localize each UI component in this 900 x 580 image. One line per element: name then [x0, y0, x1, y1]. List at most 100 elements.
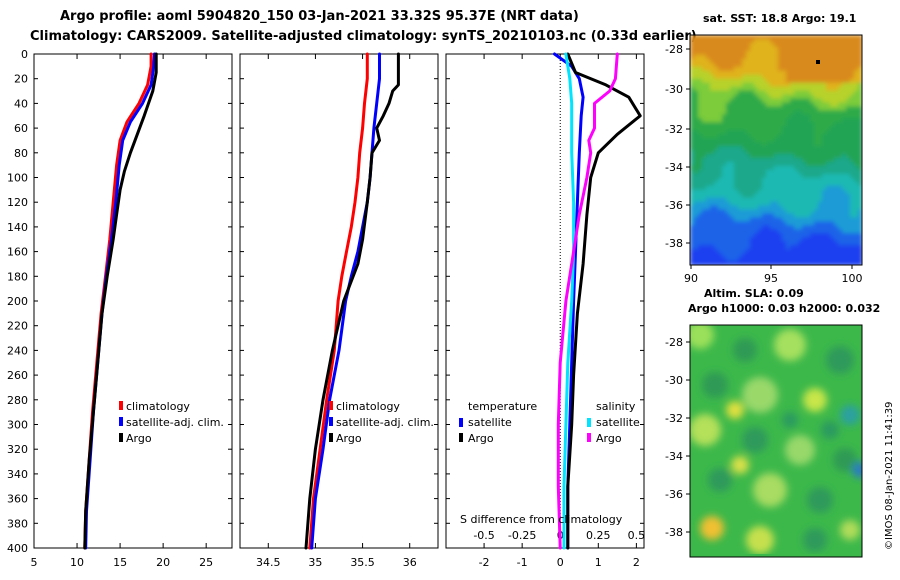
sst-lat-label: -36 — [665, 199, 683, 212]
sst-map-image — [690, 35, 862, 265]
legend-label-argo: Argo — [126, 432, 152, 445]
s-tick-label: -0.5 — [473, 529, 494, 542]
legend-swatch-temp-satellite — [459, 418, 463, 427]
sla-map-image — [690, 325, 862, 557]
depth-tick-label: 220 — [7, 320, 28, 333]
sla-lat-label: -38 — [665, 526, 683, 539]
x-tick-label: 0 — [557, 556, 564, 569]
sst-lon-label: 95 — [764, 272, 778, 285]
depth-tick-label: 260 — [7, 369, 28, 382]
sla-map-frame — [689, 324, 863, 558]
legend-label-climatology: climatology — [126, 400, 190, 413]
s-tick-label: 0.5 — [628, 529, 646, 542]
depth-tick-label: 340 — [7, 468, 28, 481]
legend-swatch-satellite-adj — [329, 417, 333, 426]
sst-map-title: sat. SST: 18.8 Argo: 19.1 — [703, 12, 856, 25]
legend-label-argo: Argo — [336, 432, 362, 445]
x-tick-label: 35 — [308, 556, 322, 569]
x-tick-label: 5 — [31, 556, 38, 569]
depth-tick-label: 360 — [7, 493, 28, 506]
depth-tick-label: 300 — [7, 419, 28, 432]
x-tick-label: 35.5 — [350, 556, 375, 569]
depth-tick-label: 140 — [7, 221, 28, 234]
depth-tick-label: 60 — [14, 122, 28, 135]
series-line-salinity-argo — [556, 52, 619, 550]
depth-tick-label: 20 — [14, 73, 28, 86]
depth-tick-label: 0 — [21, 48, 28, 61]
title-line-2: Climatology: CARS2009. Satellite-adjuste… — [30, 29, 697, 44]
legend-swatch-climatology — [119, 401, 123, 410]
series-line-climatology — [308, 52, 369, 550]
legend-label-temp-satellite: satellite — [468, 416, 512, 429]
legend-swatch-temp-argo — [459, 433, 463, 442]
sla-map-title-1: Altim. SLA: 0.09 — [704, 287, 804, 300]
depth-tick-label: 160 — [7, 246, 28, 259]
difference-panel: -2 -1 0 1 2-0.5 -0.25 0 0.25 0.5 — [446, 52, 646, 569]
series-line-satellite-adj-clim- — [310, 52, 381, 550]
sst-lat-label: -30 — [665, 83, 683, 96]
depth-axis-labels: 0 20 40 60 80 100 120 140 160 180 200 220 240 260 280 3… — [7, 48, 28, 555]
x-tick-label: 34.5 — [256, 556, 281, 569]
sla-lat-label: -28 — [665, 336, 683, 349]
sst-lat-axis: -28 -30 -32 -34 -36 -38 — [665, 43, 690, 250]
series-line-argo — [304, 52, 400, 550]
depth-tick-label: 80 — [14, 147, 28, 160]
sla-lat-label: -36 — [665, 488, 683, 501]
depth-tick-label: 400 — [7, 542, 28, 555]
depth-tick-label: 180 — [7, 270, 28, 283]
legend-swatch-sal-argo — [587, 433, 591, 442]
x-tick-label: 20 — [156, 556, 170, 569]
s-difference-axis-label: S difference from climatology — [460, 513, 623, 526]
argo-float-marker — [816, 60, 820, 64]
series-line-argo — [83, 52, 158, 550]
x-tick-label: 1 — [595, 556, 602, 569]
sst-lat-label: -28 — [665, 43, 683, 56]
depth-tick-label: 280 — [7, 394, 28, 407]
depth-tick-label: 40 — [14, 97, 28, 110]
s-tick-label: 0.25 — [586, 529, 611, 542]
sst-lon-label: 90 — [684, 272, 698, 285]
legend-swatch-argo — [329, 433, 333, 442]
depth-tick-label: 240 — [7, 344, 28, 357]
x-tick-label: 36 — [403, 556, 417, 569]
imos-credit: ©IMOS 08-Jan-2021 11:41:39 — [884, 402, 895, 550]
depth-tick-label: 380 — [7, 517, 28, 530]
salinity-legend: climatology satellite-adj. clim. Argo — [329, 400, 434, 445]
legend-title-salinity: salinity — [596, 400, 636, 413]
legend-label-sal-satellite: satellite — [596, 416, 640, 429]
legend-label-satellite-adj: satellite-adj. clim. — [126, 416, 224, 429]
temperature-panel: 5 10 15 20 25 — [31, 52, 232, 569]
series-line-temperature-satellite — [553, 52, 585, 550]
x-tick-label: 2 — [633, 556, 640, 569]
depth-tick-label: 320 — [7, 443, 28, 456]
x-tick-label: 25 — [199, 556, 213, 569]
depth-tick-label: 200 — [7, 295, 28, 308]
x-tick-label: -1 — [517, 556, 528, 569]
temperature-legend: climatology satellite-adj. clim. Argo — [119, 400, 224, 445]
x-tick-label: 15 — [113, 556, 127, 569]
legend-swatch-argo — [119, 433, 123, 442]
sst-lat-label: -32 — [665, 123, 683, 136]
sst-lon-label: 100 — [842, 272, 863, 285]
legend-swatch-climatology — [329, 401, 333, 410]
legend-label-satellite-adj: satellite-adj. clim. — [336, 416, 434, 429]
series-line-temperature-argo — [566, 52, 642, 550]
sla-lat-label: -30 — [665, 374, 683, 387]
legend-title-temperature: temperature — [468, 400, 537, 413]
difference-panel-frame — [445, 53, 645, 549]
difference-legend: temperature satellite Argo salinity sate… — [459, 400, 640, 445]
sst-map-frame — [689, 34, 863, 266]
sst-lon-axis: 90 95 100 — [684, 265, 863, 285]
legend-label-temp-argo: Argo — [468, 432, 494, 445]
sla-lat-label: -34 — [665, 450, 683, 463]
sla-map-title-2: Argo h1000: 0.03 h2000: 0.032 — [688, 302, 880, 315]
legend-swatch-satellite-adj — [119, 417, 123, 426]
sst-lat-label: -38 — [665, 237, 683, 250]
legend-label-sal-argo: Argo — [596, 432, 622, 445]
temperature-panel-frame — [33, 53, 233, 549]
series-line-satellite-adj-clim- — [84, 52, 156, 550]
sst-lat-label: -34 — [665, 161, 683, 174]
s-tick-label: -0.25 — [508, 529, 536, 542]
legend-label-climatology: climatology — [336, 400, 400, 413]
